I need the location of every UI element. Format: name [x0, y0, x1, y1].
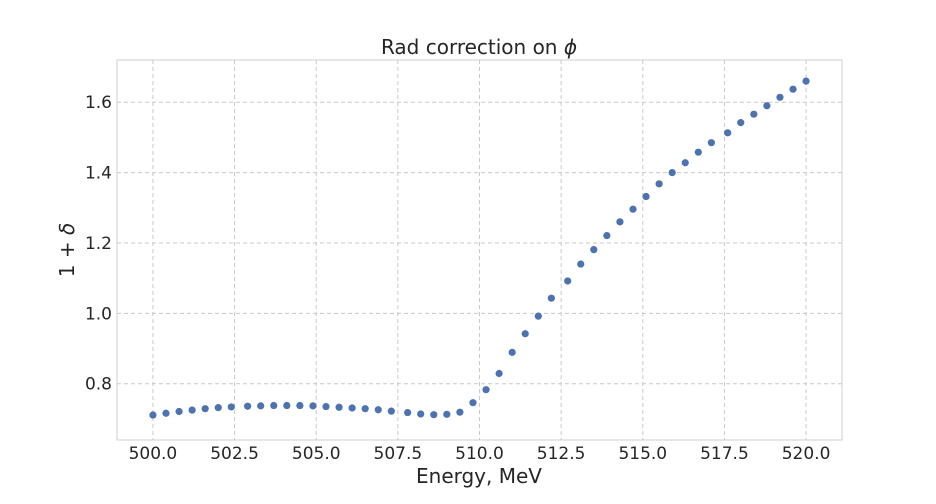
data-point [283, 401, 291, 410]
data-point [750, 110, 758, 118]
data-point [244, 402, 252, 410]
data-point [322, 402, 330, 411]
data-point [655, 180, 663, 188]
chart-title-symbol: ϕ [564, 35, 577, 59]
data-point [789, 85, 797, 93]
data-point [175, 407, 183, 416]
data-point [590, 246, 598, 254]
data-point [417, 410, 425, 418]
data-point [776, 93, 784, 101]
data-point [668, 168, 676, 177]
data-point [188, 406, 196, 414]
grid-lines [117, 60, 842, 440]
data-point [257, 402, 265, 410]
data-point [603, 231, 611, 240]
data-point [616, 218, 624, 226]
data-point [348, 404, 356, 412]
data-point [149, 411, 157, 419]
data-point [521, 330, 529, 338]
data-point [374, 406, 382, 414]
data-point [214, 404, 222, 412]
data-point [430, 411, 438, 419]
x-tick-label: 507.5 [374, 444, 423, 464]
data-point [296, 401, 304, 410]
data-point [162, 409, 170, 417]
y-axis-label-prefix: 1 + [55, 235, 79, 277]
y-axis-label-symbol: δ [55, 223, 79, 235]
data-point [270, 401, 278, 410]
x-tick-label: 502.5 [210, 444, 259, 464]
data-point [469, 399, 477, 407]
x-tick-label: 515.0 [618, 444, 667, 464]
data-point [694, 148, 702, 156]
x-tick-label: 512.5 [537, 444, 586, 464]
x-tick-labels: 500.0 502.5 505.0 507.5 510.0 512.5 515.0 517.5… [129, 444, 831, 464]
chart-title: Rad correction on ϕ [381, 35, 577, 59]
y-tick-label: 1.2 [85, 234, 112, 254]
data-point [387, 407, 395, 415]
data-point [763, 102, 771, 110]
data-point [564, 277, 572, 285]
data-points [149, 77, 810, 419]
data-point [508, 348, 516, 356]
data-point [482, 386, 490, 394]
x-tick-label: 500.0 [129, 444, 178, 464]
x-tick-label: 510.0 [455, 444, 504, 464]
y-axis-label: 1 + δ [55, 223, 79, 277]
y-tick-label: 1.6 [85, 93, 112, 113]
data-point [547, 294, 555, 302]
data-point [681, 159, 689, 167]
data-point [495, 369, 503, 378]
data-point [724, 129, 732, 137]
y-tick-label: 1.0 [85, 304, 112, 324]
y-tick-label: 1.4 [85, 164, 112, 184]
x-axis-label: Energy, MeV [416, 464, 542, 488]
y-tick-label: 0.8 [85, 375, 112, 395]
data-point [201, 405, 209, 413]
data-point [335, 403, 343, 411]
data-point [443, 410, 451, 418]
data-point [227, 403, 235, 411]
x-tick-label: 520.0 [782, 444, 831, 464]
data-point [642, 192, 650, 201]
data-point [737, 119, 745, 127]
x-tick-label: 505.0 [292, 444, 341, 464]
data-point [456, 408, 464, 416]
x-tick-label: 517.5 [700, 444, 749, 464]
data-point [404, 408, 412, 417]
data-point [802, 77, 810, 85]
data-point [361, 405, 369, 413]
data-point [309, 402, 317, 410]
data-point [534, 312, 542, 320]
chart-title-text: Rad correction on [381, 35, 564, 59]
data-point [707, 139, 715, 147]
y-tick-labels: 0.8 1.0 1.2 1.4 1.6 [85, 93, 112, 394]
data-point [629, 205, 637, 213]
data-point [577, 260, 585, 268]
